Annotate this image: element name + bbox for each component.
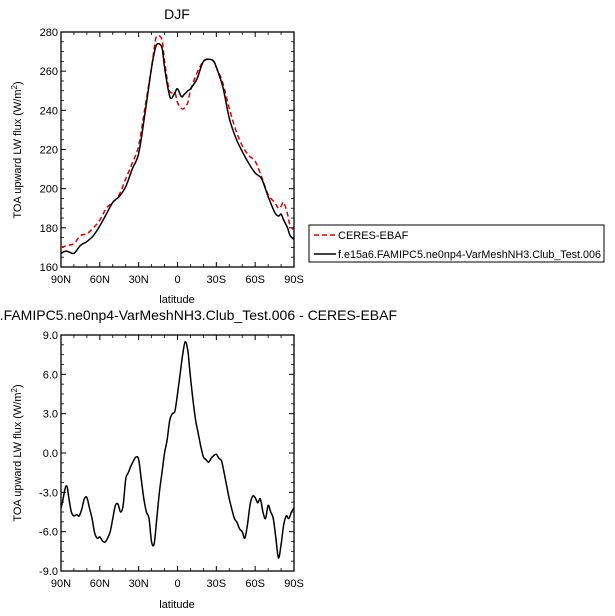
top-xtick-label: 30N <box>129 274 149 286</box>
legend-box <box>308 224 605 263</box>
bottom-ytick-label: 6.0 <box>43 369 58 381</box>
top-xtick-label: 60S <box>245 274 265 286</box>
top-xtick-label: 30S <box>207 274 227 286</box>
legend: CERES-EBAF f.e15a6.FAMIPC5.ne0np4-VarMes… <box>308 224 605 263</box>
top-xtick-label: 90S <box>284 274 304 286</box>
bottom-chart-ticks: 90N 60N 30N 0 30S 60S 90S -9.0 -6.0 -3.0 0.0 3.0 6.0… <box>39 330 304 590</box>
top-ytick-label: 280 <box>40 27 58 39</box>
top-panel: DJF 90N 60N 30N 0 30S 60S 90S 160 180 200 220 240 26… <box>10 6 605 306</box>
top-ytick-label: 260 <box>40 66 58 78</box>
bottom-xtick-label: 90N <box>51 578 71 590</box>
bottom-xtick-label: 90S <box>284 578 304 590</box>
bottom-ytick-label: 9.0 <box>43 330 58 342</box>
top-ytick-label: 200 <box>40 184 58 196</box>
legend-label-ceres: CERES-EBAF <box>338 230 409 242</box>
top-chart-title: DJF <box>164 6 190 22</box>
bottom-ytick-label: 0.0 <box>43 448 58 460</box>
top-series-line-1 <box>60 43 295 255</box>
top-ytick-label: 240 <box>40 105 58 117</box>
bottom-xtick-label: 30S <box>207 578 227 590</box>
top-xtick-label: 0 <box>174 274 180 286</box>
bottom-series-line-0 <box>60 340 295 559</box>
top-chart-xlabel: latitude <box>159 294 194 306</box>
bottom-xtick-label: 60N <box>90 578 110 590</box>
bottom-xtick-label: 0 <box>174 578 180 590</box>
bottom-chart-title: f.e15a6.FAMIPC5.ne0np4-VarMeshNH3.Club_T… <box>0 307 397 323</box>
bottom-chart-xlabel: latitude <box>159 599 194 611</box>
top-chart-ylabel: TOA upward LW flux (W/m2) <box>10 81 24 218</box>
top-xtick-label: 90N <box>51 274 71 286</box>
top-ytick-label: 220 <box>40 145 58 157</box>
bottom-ytick-label: -9.0 <box>39 566 58 578</box>
bottom-chart-ylabel: TOA upward LW flux (W/m2) <box>10 384 24 521</box>
top-ytick-label: 160 <box>40 262 58 274</box>
bottom-ytick-label: -3.0 <box>39 487 58 499</box>
top-series-line-0 <box>60 35 295 249</box>
top-ytick-label: 180 <box>40 223 58 235</box>
bottom-xtick-label: 60S <box>245 578 265 590</box>
top-chart-series <box>60 35 295 255</box>
top-xtick-label: 60N <box>90 274 110 286</box>
legend-label-model: f.e15a6.FAMIPC5.ne0np4-VarMeshNH3.Club_T… <box>338 249 601 261</box>
bottom-panel: f.e15a6.FAMIPC5.ne0np4-VarMeshNH3.Club_T… <box>0 307 397 611</box>
bottom-xtick-label: 30N <box>129 578 149 590</box>
bottom-ytick-label: -6.0 <box>39 527 58 539</box>
bottom-ytick-label: 3.0 <box>43 409 58 421</box>
top-chart-ticks: 90N 60N 30N 0 30S 60S 90S 160 180 200 220 240 260 280 <box>40 27 304 286</box>
bottom-chart-series <box>60 340 295 559</box>
